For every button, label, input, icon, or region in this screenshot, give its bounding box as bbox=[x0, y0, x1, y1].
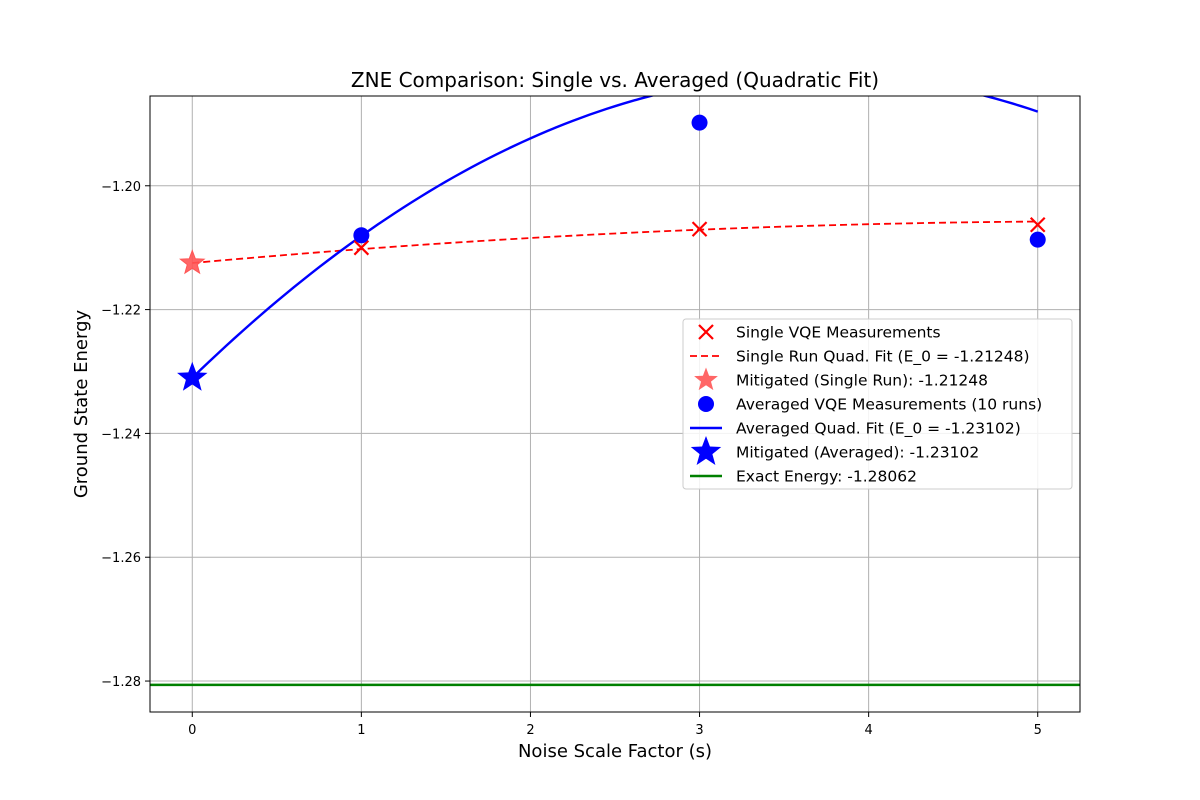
single-measurement-marker bbox=[691, 221, 708, 237]
legend-label: Mitigated (Single Run): -1.21248 bbox=[736, 372, 988, 390]
y-axis-label: Ground State Energy bbox=[71, 310, 92, 499]
single-measurement-marker bbox=[1029, 216, 1046, 233]
legend-entry: Mitigated (Averaged): -1.23102 bbox=[690, 436, 979, 465]
x-axis-label: Noise Scale Factor (s) bbox=[518, 741, 712, 762]
y-tick-label: −1.24 bbox=[101, 427, 141, 442]
x-tick-label: 1 bbox=[357, 723, 365, 738]
legend-entry: Averaged VQE Measurements (10 runs) bbox=[698, 396, 1042, 414]
averaged-measurement-marker bbox=[691, 114, 708, 131]
y-tick-label: −1.20 bbox=[101, 180, 141, 195]
mitigated-single-star bbox=[179, 249, 206, 275]
tick-layer: 0 1 2 3 4 5 −1.28 −1.26 −1.24 −1.22 −1.20 bbox=[101, 180, 1042, 738]
chart-title: ZNE Comparison: Single vs. Averaged (Qua… bbox=[351, 68, 879, 92]
series-markers bbox=[177, 114, 1046, 391]
legend-entry: Exact Energy: -1.28062 bbox=[690, 468, 917, 486]
legend-star-marker bbox=[694, 367, 718, 391]
legend-entry: Single VQE Measurements bbox=[698, 324, 941, 342]
legend-entry: Mitigated (Single Run): -1.21248 bbox=[694, 367, 988, 391]
averaged-measurement-marker bbox=[1029, 231, 1046, 248]
legend-x-marker bbox=[698, 324, 714, 340]
x-tick-label: 0 bbox=[188, 723, 196, 738]
legend-label: Mitigated (Averaged): -1.23102 bbox=[736, 444, 979, 462]
x-tick-label: 4 bbox=[864, 723, 872, 738]
legend-label: Single Run Quad. Fit (E_0 = -1.21248) bbox=[736, 348, 1030, 367]
legend-entry: Averaged Quad. Fit (E_0 = -1.23102) bbox=[690, 420, 1021, 439]
legend-box bbox=[682, 318, 1073, 490]
averaged-measurement-marker bbox=[353, 227, 370, 244]
y-tick-label: −1.28 bbox=[101, 675, 141, 690]
legend-star-marker bbox=[690, 436, 722, 465]
mitigated-averaged-star bbox=[177, 361, 208, 391]
plot-frame bbox=[149, 95, 1081, 713]
fit-line bbox=[192, 220, 1038, 264]
y-tick-label: −1.26 bbox=[101, 551, 141, 566]
data-layer bbox=[150, 96, 1080, 687]
y-tick-label: −1.22 bbox=[101, 304, 141, 319]
x-tick-label: 5 bbox=[1034, 723, 1042, 738]
legend-label: Averaged VQE Measurements (10 runs) bbox=[736, 396, 1042, 414]
series-lines bbox=[150, 96, 1080, 687]
legend-label: Exact Energy: -1.28062 bbox=[736, 468, 917, 486]
legend-entry: Single Run Quad. Fit (E_0 = -1.21248) bbox=[690, 348, 1030, 367]
legend: Single VQE Measurements Single Run Quad. … bbox=[682, 318, 1073, 490]
legend-label: Averaged Quad. Fit (E_0 = -1.23102) bbox=[736, 420, 1021, 439]
legend-label: Single VQE Measurements bbox=[736, 324, 941, 342]
x-tick-label: 3 bbox=[695, 723, 703, 738]
legend-circle-marker bbox=[698, 396, 714, 412]
fit-line bbox=[191, 96, 1039, 379]
single-measurement-marker bbox=[353, 239, 370, 256]
x-tick-label: 2 bbox=[526, 723, 534, 738]
